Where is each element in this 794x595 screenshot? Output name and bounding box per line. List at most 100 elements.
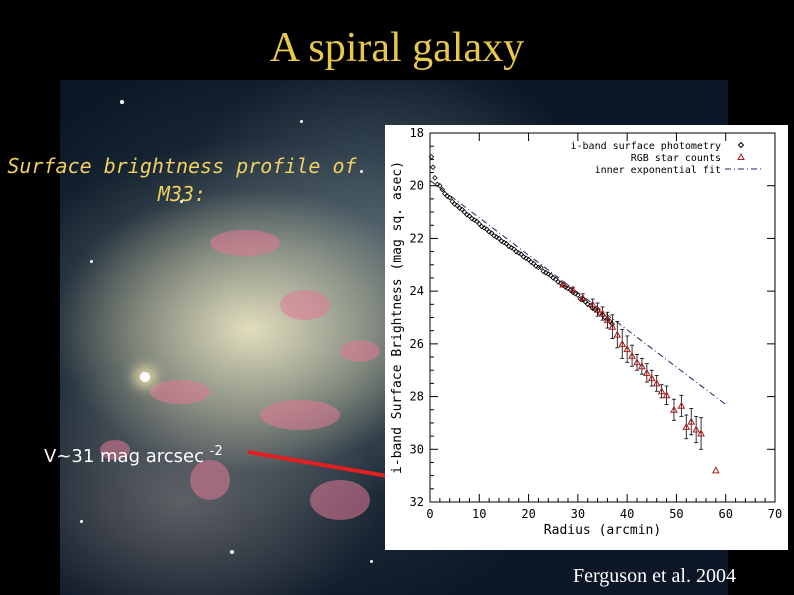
photometry-point — [508, 244, 515, 251]
photometry-point — [459, 206, 465, 213]
x-axis-label: Radius (arcmin) — [544, 523, 661, 538]
photometry-point — [572, 291, 579, 297]
photometry-point — [562, 284, 569, 290]
photometry-point — [520, 254, 527, 260]
profile-label-line1: Surface brightness profile of — [7, 154, 357, 178]
photometry-point — [525, 256, 532, 263]
x-tick-label: 70 — [768, 507, 782, 521]
y-tick-label: 20 — [410, 179, 424, 193]
profile-label-line2: M33: — [157, 182, 207, 206]
photometry-point — [486, 229, 492, 235]
photometry-point — [488, 230, 495, 236]
rgb-point — [697, 429, 705, 437]
rgb-point — [623, 345, 631, 353]
y-tick-label: 32 — [410, 495, 424, 509]
profile-label: Surface brightness profile of M33: — [4, 152, 360, 208]
photometry-point — [474, 218, 480, 225]
chart-svg: 0 10 20 30 40 50 60 70 18 20 22 24 26 28 30 32 Radius (a… — [390, 126, 782, 538]
photometry-point — [451, 201, 458, 207]
x-tick-label: 20 — [521, 507, 535, 521]
photometry-point — [428, 153, 435, 160]
x-tick-label: 0 — [426, 507, 433, 521]
photometry-point — [476, 221, 483, 227]
rgb-point — [657, 387, 666, 395]
y-tick-label: 26 — [410, 337, 424, 351]
rgb-point — [613, 330, 622, 338]
limit-label: V~31 mag arcsec -2 — [44, 444, 223, 467]
rgb-point — [677, 401, 686, 409]
rgb-point — [687, 417, 696, 425]
photometry-point — [493, 234, 500, 240]
photometry-point — [570, 289, 576, 296]
rgb-point — [682, 422, 691, 430]
y-tick-label: 28 — [410, 390, 424, 404]
citation: Ferguson et al. 2004 — [573, 565, 736, 587]
photometry-point — [434, 181, 441, 188]
photometry-point — [602, 314, 608, 321]
photometry-point — [456, 205, 463, 211]
photometry-point — [565, 285, 571, 292]
rgb-point — [662, 391, 671, 399]
rgb-point — [643, 368, 651, 376]
photometry-point — [513, 248, 520, 255]
photometry-point — [471, 217, 478, 223]
photometry-point — [587, 302, 593, 309]
y-tick-label: 30 — [410, 442, 424, 456]
photometry-point — [432, 175, 438, 181]
photometry-point — [582, 298, 589, 305]
limit-label-text: V~31 mag arcsec — [44, 446, 205, 467]
rgb-point — [578, 293, 587, 301]
photometry-point — [538, 264, 544, 271]
y-tick-label: 24 — [410, 284, 424, 298]
photometry-point — [430, 164, 436, 171]
y-axis-label: i-band Surface Brightness (mag sq. asec) — [390, 161, 405, 474]
rgb-point — [712, 466, 720, 474]
photometry-point — [498, 238, 505, 244]
photometry-point — [501, 239, 507, 246]
y-tick-label: 22 — [410, 231, 424, 245]
photometry-point — [589, 305, 596, 312]
rgb-point — [628, 351, 636, 359]
rgb-point — [647, 374, 656, 382]
x-tick-label: 40 — [620, 507, 634, 521]
rgb-point — [652, 379, 661, 387]
x-tick-label: 30 — [571, 507, 585, 521]
legend-label: RGB star counts — [631, 153, 721, 164]
x-tick-label: 10 — [472, 507, 486, 521]
photometry-point — [584, 301, 591, 308]
legend-label: i-band surface photometry — [570, 141, 721, 152]
photometry-point — [547, 272, 554, 279]
rgb-point — [633, 358, 641, 366]
x-tick-label: 60 — [718, 507, 732, 521]
rgb-point — [692, 425, 700, 433]
rgb-point — [569, 285, 577, 293]
photometry-point — [530, 260, 537, 267]
rgb-point — [608, 322, 617, 330]
photometry-point — [439, 186, 446, 193]
photometry-point — [575, 292, 581, 298]
photometry-point — [481, 225, 487, 231]
photometry-point — [491, 233, 497, 239]
photometry-point — [523, 255, 529, 261]
photometry-point — [454, 202, 460, 209]
photometry-point — [552, 276, 559, 283]
photometry-point — [511, 246, 517, 252]
photometry-point — [437, 182, 443, 189]
slide-title: A spiral galaxy — [269, 25, 525, 71]
y-tick-label: 18 — [410, 126, 424, 140]
photometry-point — [515, 250, 522, 256]
photometry-point — [518, 251, 524, 258]
rgb-point — [603, 316, 612, 324]
photometry-point — [444, 193, 451, 200]
legend-photometry-swatch — [737, 141, 745, 149]
rgb-point — [559, 280, 567, 288]
photometry-point — [464, 211, 470, 218]
photometry-point — [607, 318, 613, 325]
photometry-point — [446, 194, 453, 201]
photometry-point — [469, 215, 475, 222]
photometry-point — [496, 235, 502, 242]
rgb-point — [670, 405, 678, 413]
photometry-point — [545, 271, 552, 277]
photometry-point — [543, 269, 549, 276]
rgb-point — [618, 339, 627, 347]
